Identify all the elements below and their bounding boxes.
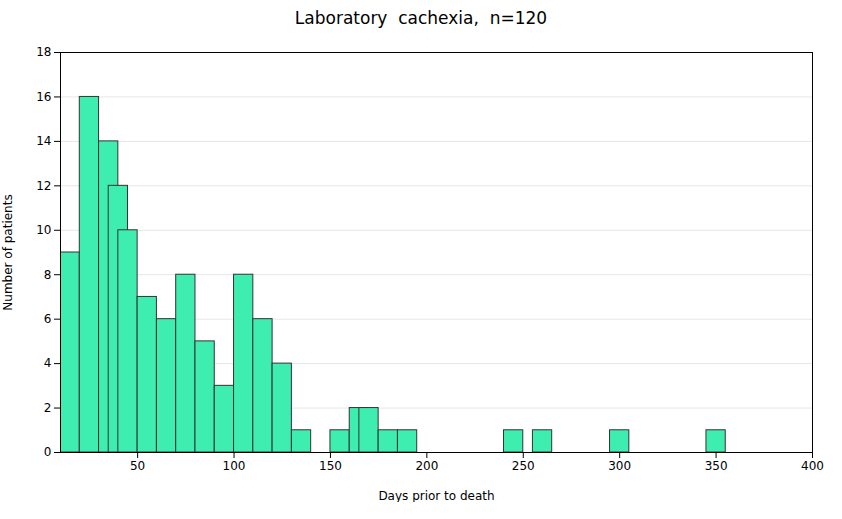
svg-text:350: 350 [705,459,728,473]
svg-text:16: 16 [36,90,51,104]
svg-text:Days prior to death: Days prior to death [378,489,494,503]
svg-text:6: 6 [44,312,52,326]
html-text:Laboratory cachexia, n=120: Laboratory cachexia, n=120 [294,8,548,28]
svg-text:0: 0 [44,445,52,459]
svg-text:250: 250 [512,459,535,473]
svg-text:300: 300 [608,459,631,473]
svg-text:10: 10 [36,223,51,237]
svg-text:2: 2 [44,401,52,415]
svg-text:150: 150 [319,459,342,473]
svg-text:200: 200 [415,459,438,473]
svg-text:4: 4 [44,356,52,370]
svg-text:12: 12 [36,179,51,193]
svg-text:18: 18 [36,45,51,59]
svg-text:Number of patients: Number of patients [1,194,15,310]
svg-text:14: 14 [36,134,51,148]
svg-text:400: 400 [801,459,824,473]
svg-text:50: 50 [130,459,145,473]
svg-text:100: 100 [223,459,246,473]
svg-text:8: 8 [44,268,52,282]
